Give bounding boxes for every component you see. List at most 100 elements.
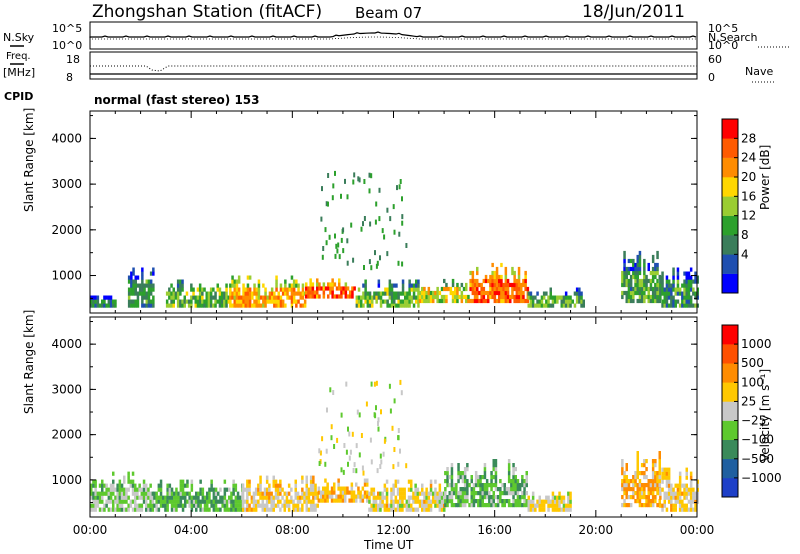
power-scatter-point xyxy=(342,248,345,254)
velocity-colorbar-segment xyxy=(722,382,738,402)
velocity-colorbar-segment xyxy=(722,420,738,440)
power-scatter-point xyxy=(321,186,323,192)
power-scatter-point xyxy=(322,246,325,251)
nave-label: Nave xyxy=(745,65,774,78)
velocity-scatter-point xyxy=(360,433,363,438)
velocity-ylabel: Slant Range [km] xyxy=(22,309,36,414)
velocity-scatter-point xyxy=(352,468,355,473)
velocity-scatter-point xyxy=(333,444,336,449)
power-region xyxy=(165,279,230,308)
power-scatter-point xyxy=(327,173,330,178)
power-colorbar-segment xyxy=(722,138,738,158)
noise-panel-frame xyxy=(89,21,698,50)
power-scatter-point xyxy=(334,233,336,239)
power-scatter-point xyxy=(374,219,377,225)
power-scatter-point xyxy=(325,201,328,207)
power-scatter-point xyxy=(368,259,371,265)
velocity-scatter-point xyxy=(330,435,333,441)
x-axis-title: Time UT xyxy=(364,538,414,552)
noise-tick-right-bottom: 10^0 xyxy=(708,39,739,52)
axes-layer: 4000 3000 2000 1000 28 24 20 16 12 8 4 4000 3000 2000… xyxy=(51,110,782,537)
velocity-scatter-point xyxy=(329,387,332,393)
velocity-colorbar-segment xyxy=(722,325,738,345)
noise-sky-line xyxy=(89,31,697,38)
power-colorbar-tick-label: 28 xyxy=(741,131,756,145)
velocity-scatter-point xyxy=(351,431,354,437)
power-region xyxy=(90,295,117,308)
velocity-scatter-point xyxy=(348,431,351,437)
velocity-scatter-point xyxy=(340,412,343,418)
static-frames xyxy=(10,21,790,83)
power-scatter-point xyxy=(381,228,384,234)
power-scatter-point xyxy=(334,253,337,259)
power-colorbar-segment xyxy=(722,177,738,197)
power-scatter-point xyxy=(353,172,356,178)
velocity-region xyxy=(527,491,572,512)
velocity-scatter-point xyxy=(399,379,402,385)
velocity-scatter-point xyxy=(375,380,378,386)
power-scatter-point xyxy=(332,183,335,189)
power-scatter-point xyxy=(375,201,378,207)
velocity-colorbar-tick-label: 100 xyxy=(741,375,764,389)
velocity-scatter-point xyxy=(347,461,349,467)
power-region xyxy=(621,250,661,304)
velocity-scatter-point xyxy=(342,469,345,475)
power-region xyxy=(527,287,585,308)
power-scatter-point xyxy=(346,260,349,266)
power-scatter-point xyxy=(376,260,379,266)
power-scatter-point xyxy=(338,254,341,260)
power-scatter-point xyxy=(350,222,353,228)
power-scatter-point xyxy=(362,221,364,227)
velocity-scatter-point xyxy=(358,412,361,418)
velocity-colorbar-tick-label: 500 xyxy=(741,356,764,370)
power-scatter-point xyxy=(389,216,392,222)
velocity-scatter-point xyxy=(383,438,386,444)
velocity-colorbar-tick-label: −1000 xyxy=(741,471,782,485)
noise-search-line xyxy=(89,36,696,40)
velocity-scatter-point xyxy=(345,449,348,455)
velocity-colorbar-segment xyxy=(722,344,738,364)
power-scatter-point xyxy=(336,248,339,254)
freq-label: Freq. xyxy=(6,51,31,62)
power-scatter-point xyxy=(378,216,381,222)
velocity-colorbar-tick-label: 25 xyxy=(741,394,756,408)
power-scatter-point xyxy=(360,226,363,232)
power-colorbar-segment xyxy=(722,157,738,178)
velocity-scatter-point xyxy=(318,461,321,466)
velocity-scatter-point xyxy=(340,467,343,473)
velocity-colorbar-tick-label: 1000 xyxy=(741,337,772,351)
velocity-scatter-point xyxy=(380,409,382,415)
power-colorbar-tick-label: 4 xyxy=(741,247,749,261)
velocity-scatter-point xyxy=(397,461,400,467)
power-ytick-label: 2000 xyxy=(51,223,82,237)
beam-label: Beam 07 xyxy=(355,4,423,22)
velocity-scatter-point xyxy=(400,390,403,396)
velocity-scatter-point xyxy=(318,448,321,454)
power-ytick-label: 3000 xyxy=(51,177,82,191)
power-ytick-label: 4000 xyxy=(51,131,82,145)
velocity-bar-label: Velocity [m s⁻¹] xyxy=(758,368,772,462)
velocity-scatter-point xyxy=(362,470,365,476)
velocity-scatter-point xyxy=(325,448,328,454)
velocity-scatter-point xyxy=(397,435,400,441)
velocity-scatter-point xyxy=(388,383,391,389)
power-scatter-point xyxy=(342,227,345,233)
velocity-scatter-point xyxy=(397,428,400,433)
power-scatter-point xyxy=(399,179,402,184)
power-colorbar-tick-label: 20 xyxy=(741,170,756,184)
power-scatter-point xyxy=(398,231,401,237)
velocity-scatter-point xyxy=(379,464,382,469)
power-scatter-point xyxy=(401,220,404,226)
velocity-ytick-label: 2000 xyxy=(51,428,82,442)
freq-unit-label: [MHz] xyxy=(3,66,36,79)
power-scatter-point xyxy=(363,265,365,270)
nave-tick-top: 60 xyxy=(708,53,722,66)
x-tick-label: 12:00 xyxy=(376,523,411,537)
power-scatter-point xyxy=(393,229,396,235)
x-tick-label: 20:00 xyxy=(579,523,614,537)
power-region xyxy=(305,278,356,299)
power-scatter-point xyxy=(401,196,403,202)
velocity-scatter-point xyxy=(393,398,396,404)
power-scatter-point xyxy=(386,207,389,213)
